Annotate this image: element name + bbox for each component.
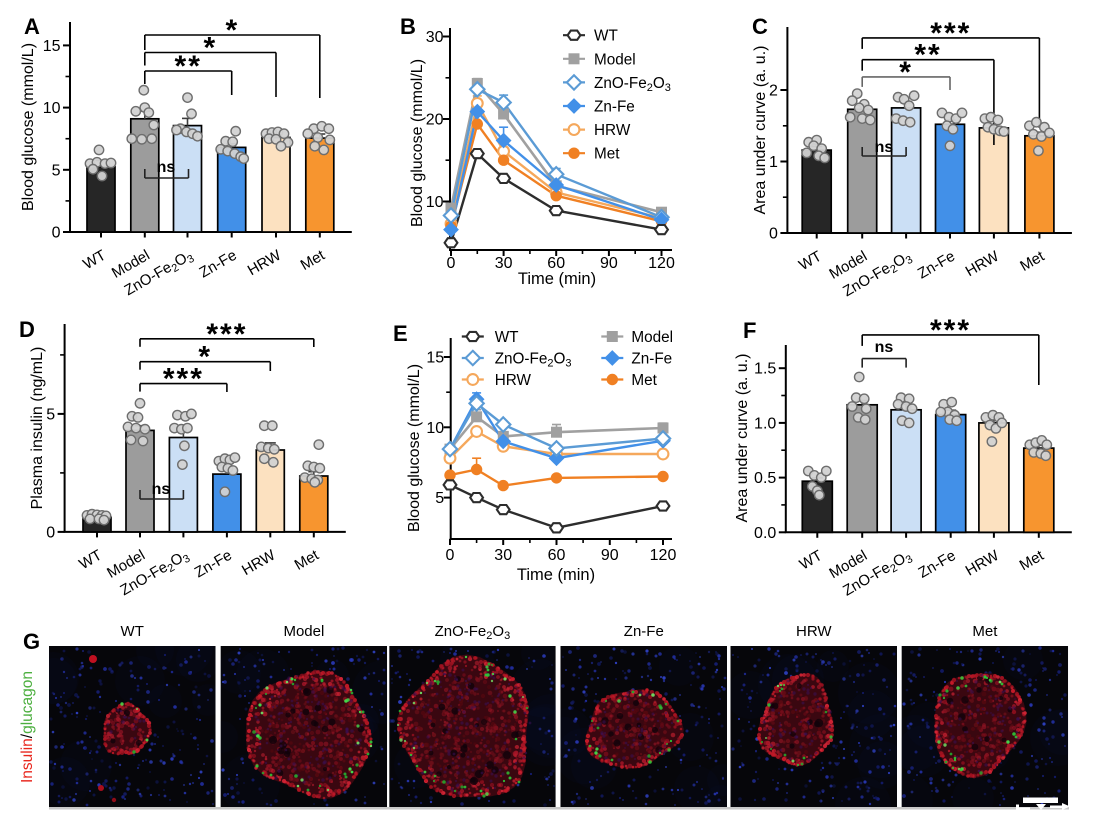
svg-text:F: F	[743, 318, 756, 343]
svg-text:Blood glucose (mmol/L): Blood glucose (mmol/L)	[409, 59, 426, 227]
svg-text:90: 90	[601, 547, 619, 564]
svg-text:***: ***	[163, 363, 204, 396]
svg-text:**: **	[175, 50, 202, 83]
svg-text:WT: WT	[594, 28, 618, 45]
svg-text:Blood glucose (mmol/L): Blood glucose (mmol/L)	[20, 43, 37, 211]
svg-text:Plasma insulin (ng/mL): Plasma insulin (ng/mL)	[29, 347, 46, 510]
svg-text:C: C	[752, 14, 768, 39]
svg-text:ZnO-Fe2O3: ZnO-Fe2O3	[594, 75, 671, 94]
svg-text:Model: Model	[283, 623, 324, 640]
svg-text:Zn-Fe: Zn-Fe	[631, 351, 672, 368]
svg-text:**: **	[914, 39, 941, 72]
svg-text:5: 5	[46, 406, 55, 423]
svg-text:0: 0	[46, 524, 55, 541]
svg-text:ns: ns	[875, 339, 894, 356]
svg-text:HRW: HRW	[796, 623, 832, 640]
svg-text:0.0: 0.0	[754, 525, 776, 542]
svg-text:D: D	[19, 317, 35, 342]
svg-text:15: 15	[43, 38, 61, 55]
svg-text:Model: Model	[594, 51, 636, 68]
svg-text:*: *	[204, 32, 218, 65]
svg-text:*: *	[225, 14, 239, 47]
svg-text:Time (min): Time (min)	[517, 566, 595, 584]
svg-text:0.5: 0.5	[754, 470, 776, 487]
svg-text:5: 5	[435, 490, 444, 507]
svg-text:0: 0	[447, 255, 456, 272]
svg-text:30: 30	[495, 255, 513, 272]
svg-text:20: 20	[426, 112, 444, 129]
svg-text:10: 10	[426, 420, 444, 437]
svg-text:90: 90	[600, 255, 618, 272]
svg-text:120: 120	[648, 255, 675, 272]
svg-text:WT: WT	[121, 623, 144, 640]
svg-text:G: G	[23, 629, 40, 654]
svg-text:ns: ns	[152, 481, 171, 498]
svg-text:1: 1	[769, 154, 778, 171]
svg-text:Met: Met	[594, 146, 620, 163]
svg-text:1.5: 1.5	[754, 361, 776, 378]
svg-text:0: 0	[769, 226, 778, 243]
svg-text:Zn-Fe: Zn-Fe	[594, 99, 635, 116]
svg-text:A: A	[24, 14, 40, 39]
svg-text:Blood glucose (mmol/L): Blood glucose (mmol/L)	[406, 364, 423, 532]
svg-text:B: B	[400, 14, 416, 39]
svg-text:5: 5	[52, 162, 61, 179]
svg-text:Area under curve (a. u.): Area under curve (a. u.)	[752, 46, 769, 215]
svg-text:*: *	[899, 56, 913, 89]
svg-text:Met: Met	[631, 372, 657, 389]
svg-text:Met: Met	[972, 623, 998, 640]
svg-text:30: 30	[494, 547, 512, 564]
svg-text:WT: WT	[495, 329, 519, 346]
svg-text:0: 0	[446, 547, 455, 564]
svg-text:HRW: HRW	[594, 122, 631, 139]
svg-text:HRW: HRW	[495, 372, 532, 389]
svg-text:Model: Model	[631, 329, 673, 346]
svg-text:***: ***	[930, 314, 971, 347]
svg-text:***: ***	[930, 17, 971, 50]
svg-text:2: 2	[769, 83, 778, 100]
svg-text:Zn-Fe: Zn-Fe	[624, 623, 664, 640]
svg-text:10: 10	[426, 194, 444, 211]
svg-text:ZnO-Fe2O3: ZnO-Fe2O3	[435, 623, 511, 642]
svg-text:60: 60	[547, 255, 565, 272]
svg-text:Insulin/glucagon: Insulin/glucagon	[19, 671, 36, 783]
svg-text:15: 15	[426, 350, 444, 367]
svg-text:*: *	[198, 341, 212, 374]
svg-text:1.0: 1.0	[754, 415, 776, 432]
svg-text:60: 60	[548, 547, 566, 564]
svg-text:E: E	[393, 321, 408, 346]
svg-text:ZnO-Fe2O3: ZnO-Fe2O3	[495, 351, 572, 370]
svg-text:Time (min): Time (min)	[518, 270, 596, 288]
svg-text:30: 30	[426, 29, 444, 46]
svg-text:ns: ns	[875, 139, 894, 156]
svg-text:***: ***	[206, 318, 247, 351]
svg-text:0: 0	[52, 225, 61, 242]
svg-text:10: 10	[43, 100, 61, 117]
svg-text:ns: ns	[157, 159, 176, 176]
svg-text:Area under curve (a. u.): Area under curve (a. u.)	[734, 354, 751, 523]
svg-text:120: 120	[650, 547, 677, 564]
